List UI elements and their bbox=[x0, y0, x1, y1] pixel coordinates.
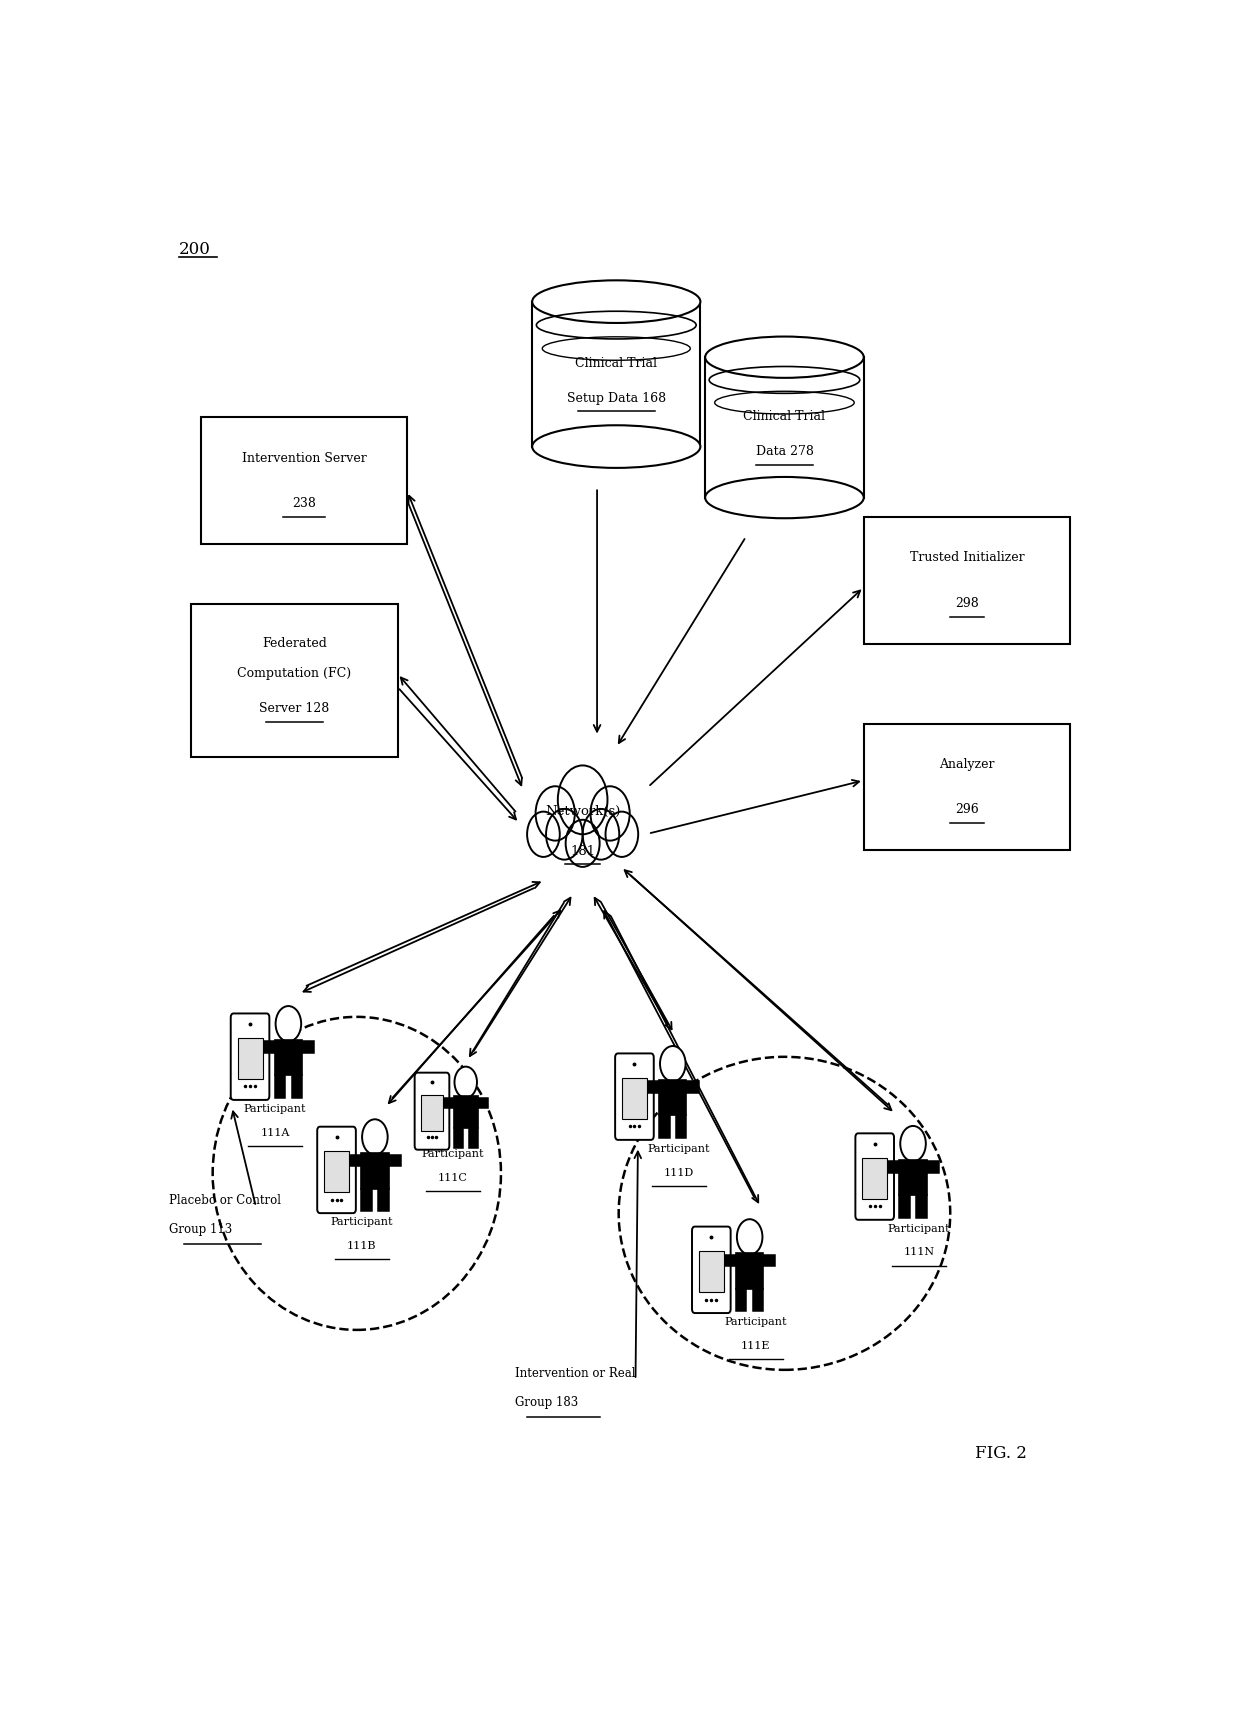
Circle shape bbox=[546, 810, 583, 860]
Bar bbox=[254, 1041, 275, 1052]
Text: Intervention Server: Intervention Server bbox=[242, 452, 366, 465]
Bar bbox=[341, 1154, 361, 1166]
Bar bbox=[899, 1195, 910, 1218]
Circle shape bbox=[536, 785, 575, 841]
Text: Group 183: Group 183 bbox=[516, 1396, 579, 1408]
Bar bbox=[753, 1289, 764, 1311]
Bar bbox=[378, 1189, 388, 1211]
Bar bbox=[275, 1040, 303, 1076]
Bar bbox=[862, 1157, 887, 1199]
Text: 111N: 111N bbox=[904, 1247, 935, 1258]
Bar bbox=[303, 1041, 314, 1052]
Text: 111C: 111C bbox=[438, 1173, 467, 1183]
Bar bbox=[324, 1150, 348, 1192]
Ellipse shape bbox=[706, 337, 864, 377]
Bar bbox=[469, 1128, 477, 1147]
Text: 238: 238 bbox=[291, 497, 316, 510]
FancyBboxPatch shape bbox=[317, 1126, 356, 1213]
Bar bbox=[622, 1078, 647, 1119]
Ellipse shape bbox=[706, 477, 864, 519]
Text: Federated: Federated bbox=[262, 637, 327, 650]
Bar bbox=[864, 723, 1070, 851]
Bar bbox=[639, 1081, 660, 1093]
Text: 181: 181 bbox=[570, 844, 595, 858]
Text: Server 128: Server 128 bbox=[259, 702, 330, 714]
Text: Trusted Initializer: Trusted Initializer bbox=[910, 552, 1024, 564]
FancyBboxPatch shape bbox=[692, 1227, 730, 1313]
Text: Placebo or Control: Placebo or Control bbox=[170, 1194, 281, 1206]
Text: 111E: 111E bbox=[740, 1341, 770, 1351]
Text: 111B: 111B bbox=[347, 1240, 377, 1251]
Text: FIG. 2: FIG. 2 bbox=[975, 1445, 1027, 1462]
Circle shape bbox=[527, 811, 559, 856]
Text: 296: 296 bbox=[955, 803, 978, 817]
Bar bbox=[422, 1095, 443, 1130]
Text: Participant: Participant bbox=[724, 1317, 787, 1327]
Bar bbox=[926, 1161, 939, 1173]
Text: Data 278: Data 278 bbox=[755, 445, 813, 458]
Bar bbox=[238, 1038, 263, 1078]
Text: 111D: 111D bbox=[663, 1168, 694, 1178]
Text: Participant: Participant bbox=[244, 1104, 306, 1114]
Circle shape bbox=[547, 777, 619, 877]
Text: Group 113: Group 113 bbox=[170, 1223, 233, 1235]
Text: Participant: Participant bbox=[888, 1223, 950, 1233]
Bar bbox=[899, 1159, 926, 1195]
Circle shape bbox=[660, 1047, 686, 1081]
Text: 111A: 111A bbox=[260, 1128, 290, 1138]
Text: Participant: Participant bbox=[330, 1216, 393, 1227]
Text: Participant: Participant bbox=[422, 1149, 484, 1159]
Text: Setup Data 168: Setup Data 168 bbox=[567, 391, 666, 405]
Ellipse shape bbox=[532, 280, 701, 324]
FancyBboxPatch shape bbox=[615, 1054, 653, 1140]
Bar bbox=[737, 1289, 746, 1311]
Text: Clinical Trial: Clinical Trial bbox=[575, 356, 657, 370]
FancyBboxPatch shape bbox=[231, 1014, 269, 1100]
Bar bbox=[201, 417, 407, 543]
Circle shape bbox=[362, 1119, 388, 1154]
Text: Computation (FC): Computation (FC) bbox=[237, 668, 351, 680]
Circle shape bbox=[900, 1126, 926, 1161]
Circle shape bbox=[455, 1067, 477, 1099]
FancyBboxPatch shape bbox=[414, 1073, 449, 1150]
Bar bbox=[275, 1076, 285, 1099]
Bar bbox=[191, 604, 398, 758]
Bar bbox=[737, 1253, 764, 1289]
Circle shape bbox=[583, 810, 619, 860]
Text: Clinical Trial: Clinical Trial bbox=[744, 410, 826, 424]
Bar bbox=[916, 1195, 926, 1218]
Bar bbox=[864, 517, 1070, 644]
Circle shape bbox=[558, 765, 608, 834]
Bar bbox=[454, 1097, 477, 1128]
Text: 298: 298 bbox=[955, 597, 978, 609]
Bar bbox=[699, 1251, 724, 1292]
Text: 200: 200 bbox=[179, 240, 211, 258]
Bar bbox=[454, 1128, 463, 1147]
Circle shape bbox=[605, 811, 639, 856]
Circle shape bbox=[737, 1220, 763, 1254]
Bar bbox=[715, 1254, 737, 1266]
Circle shape bbox=[275, 1007, 301, 1041]
Bar bbox=[676, 1116, 687, 1138]
Bar bbox=[660, 1116, 670, 1138]
Bar bbox=[291, 1076, 303, 1099]
Circle shape bbox=[565, 820, 600, 867]
Bar bbox=[388, 1154, 401, 1166]
FancyBboxPatch shape bbox=[856, 1133, 894, 1220]
Text: Participant: Participant bbox=[647, 1144, 711, 1154]
Bar bbox=[361, 1189, 372, 1211]
Bar bbox=[361, 1154, 388, 1189]
Text: Network(s): Network(s) bbox=[544, 804, 620, 818]
Bar bbox=[764, 1254, 775, 1266]
Bar bbox=[477, 1099, 489, 1107]
Ellipse shape bbox=[532, 426, 701, 467]
Bar bbox=[436, 1099, 454, 1107]
Circle shape bbox=[590, 785, 630, 841]
Bar bbox=[687, 1081, 698, 1093]
Text: Analyzer: Analyzer bbox=[939, 758, 994, 772]
Bar bbox=[660, 1080, 687, 1116]
Text: Intervention or Real: Intervention or Real bbox=[516, 1367, 636, 1381]
Bar bbox=[879, 1161, 899, 1173]
